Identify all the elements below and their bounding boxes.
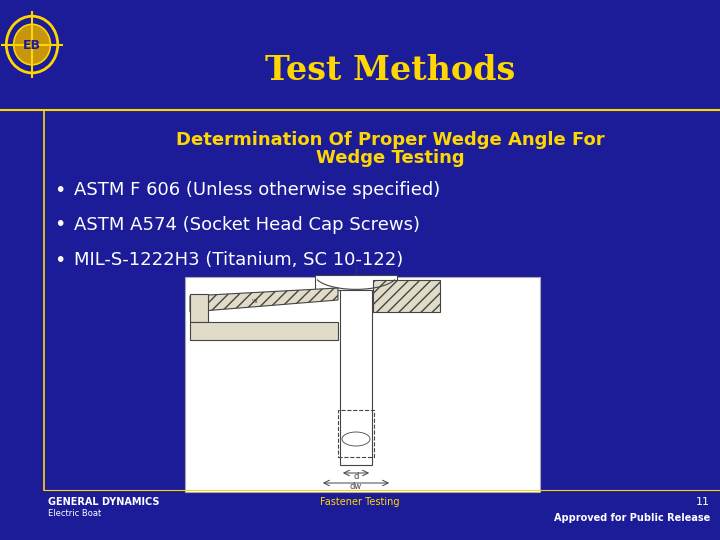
Text: •: •	[54, 215, 66, 234]
Circle shape	[6, 16, 58, 73]
Text: Approved for Public Release: Approved for Public Release	[554, 513, 710, 523]
Polygon shape	[190, 288, 338, 312]
Text: Test Methods: Test Methods	[265, 53, 515, 86]
Text: 11: 11	[696, 497, 710, 507]
Text: Wedge Testing: Wedge Testing	[315, 149, 464, 167]
Text: MIL-S-1222H3 (Titanium, SC 10-122): MIL-S-1222H3 (Titanium, SC 10-122)	[74, 251, 403, 269]
Text: •: •	[54, 180, 66, 199]
Text: Electric Boat: Electric Boat	[48, 510, 102, 518]
Bar	[315, 275, 397, 290]
Bar	[338, 410, 374, 457]
Bar	[190, 294, 208, 322]
Bar	[185, 277, 540, 492]
Text: •: •	[54, 251, 66, 269]
Text: ASTM F 606 (Unless otherwise specified): ASTM F 606 (Unless otherwise specified)	[74, 181, 440, 199]
Text: dw: dw	[350, 482, 362, 491]
Text: d: d	[354, 472, 359, 481]
Text: EB: EB	[23, 39, 41, 52]
Text: w: w	[252, 298, 258, 304]
Text: ASTM A574 (Socket Head Cap Screws): ASTM A574 (Socket Head Cap Screws)	[74, 216, 420, 234]
Bar	[340, 290, 372, 465]
Bar	[190, 322, 338, 340]
Ellipse shape	[342, 432, 370, 446]
Text: GENERAL DYNAMICS: GENERAL DYNAMICS	[48, 497, 160, 507]
Polygon shape	[373, 280, 440, 312]
Text: Determination Of Proper Wedge Angle For: Determination Of Proper Wedge Angle For	[176, 131, 604, 149]
Circle shape	[14, 24, 50, 65]
Text: Fastener Testing: Fastener Testing	[320, 497, 400, 507]
